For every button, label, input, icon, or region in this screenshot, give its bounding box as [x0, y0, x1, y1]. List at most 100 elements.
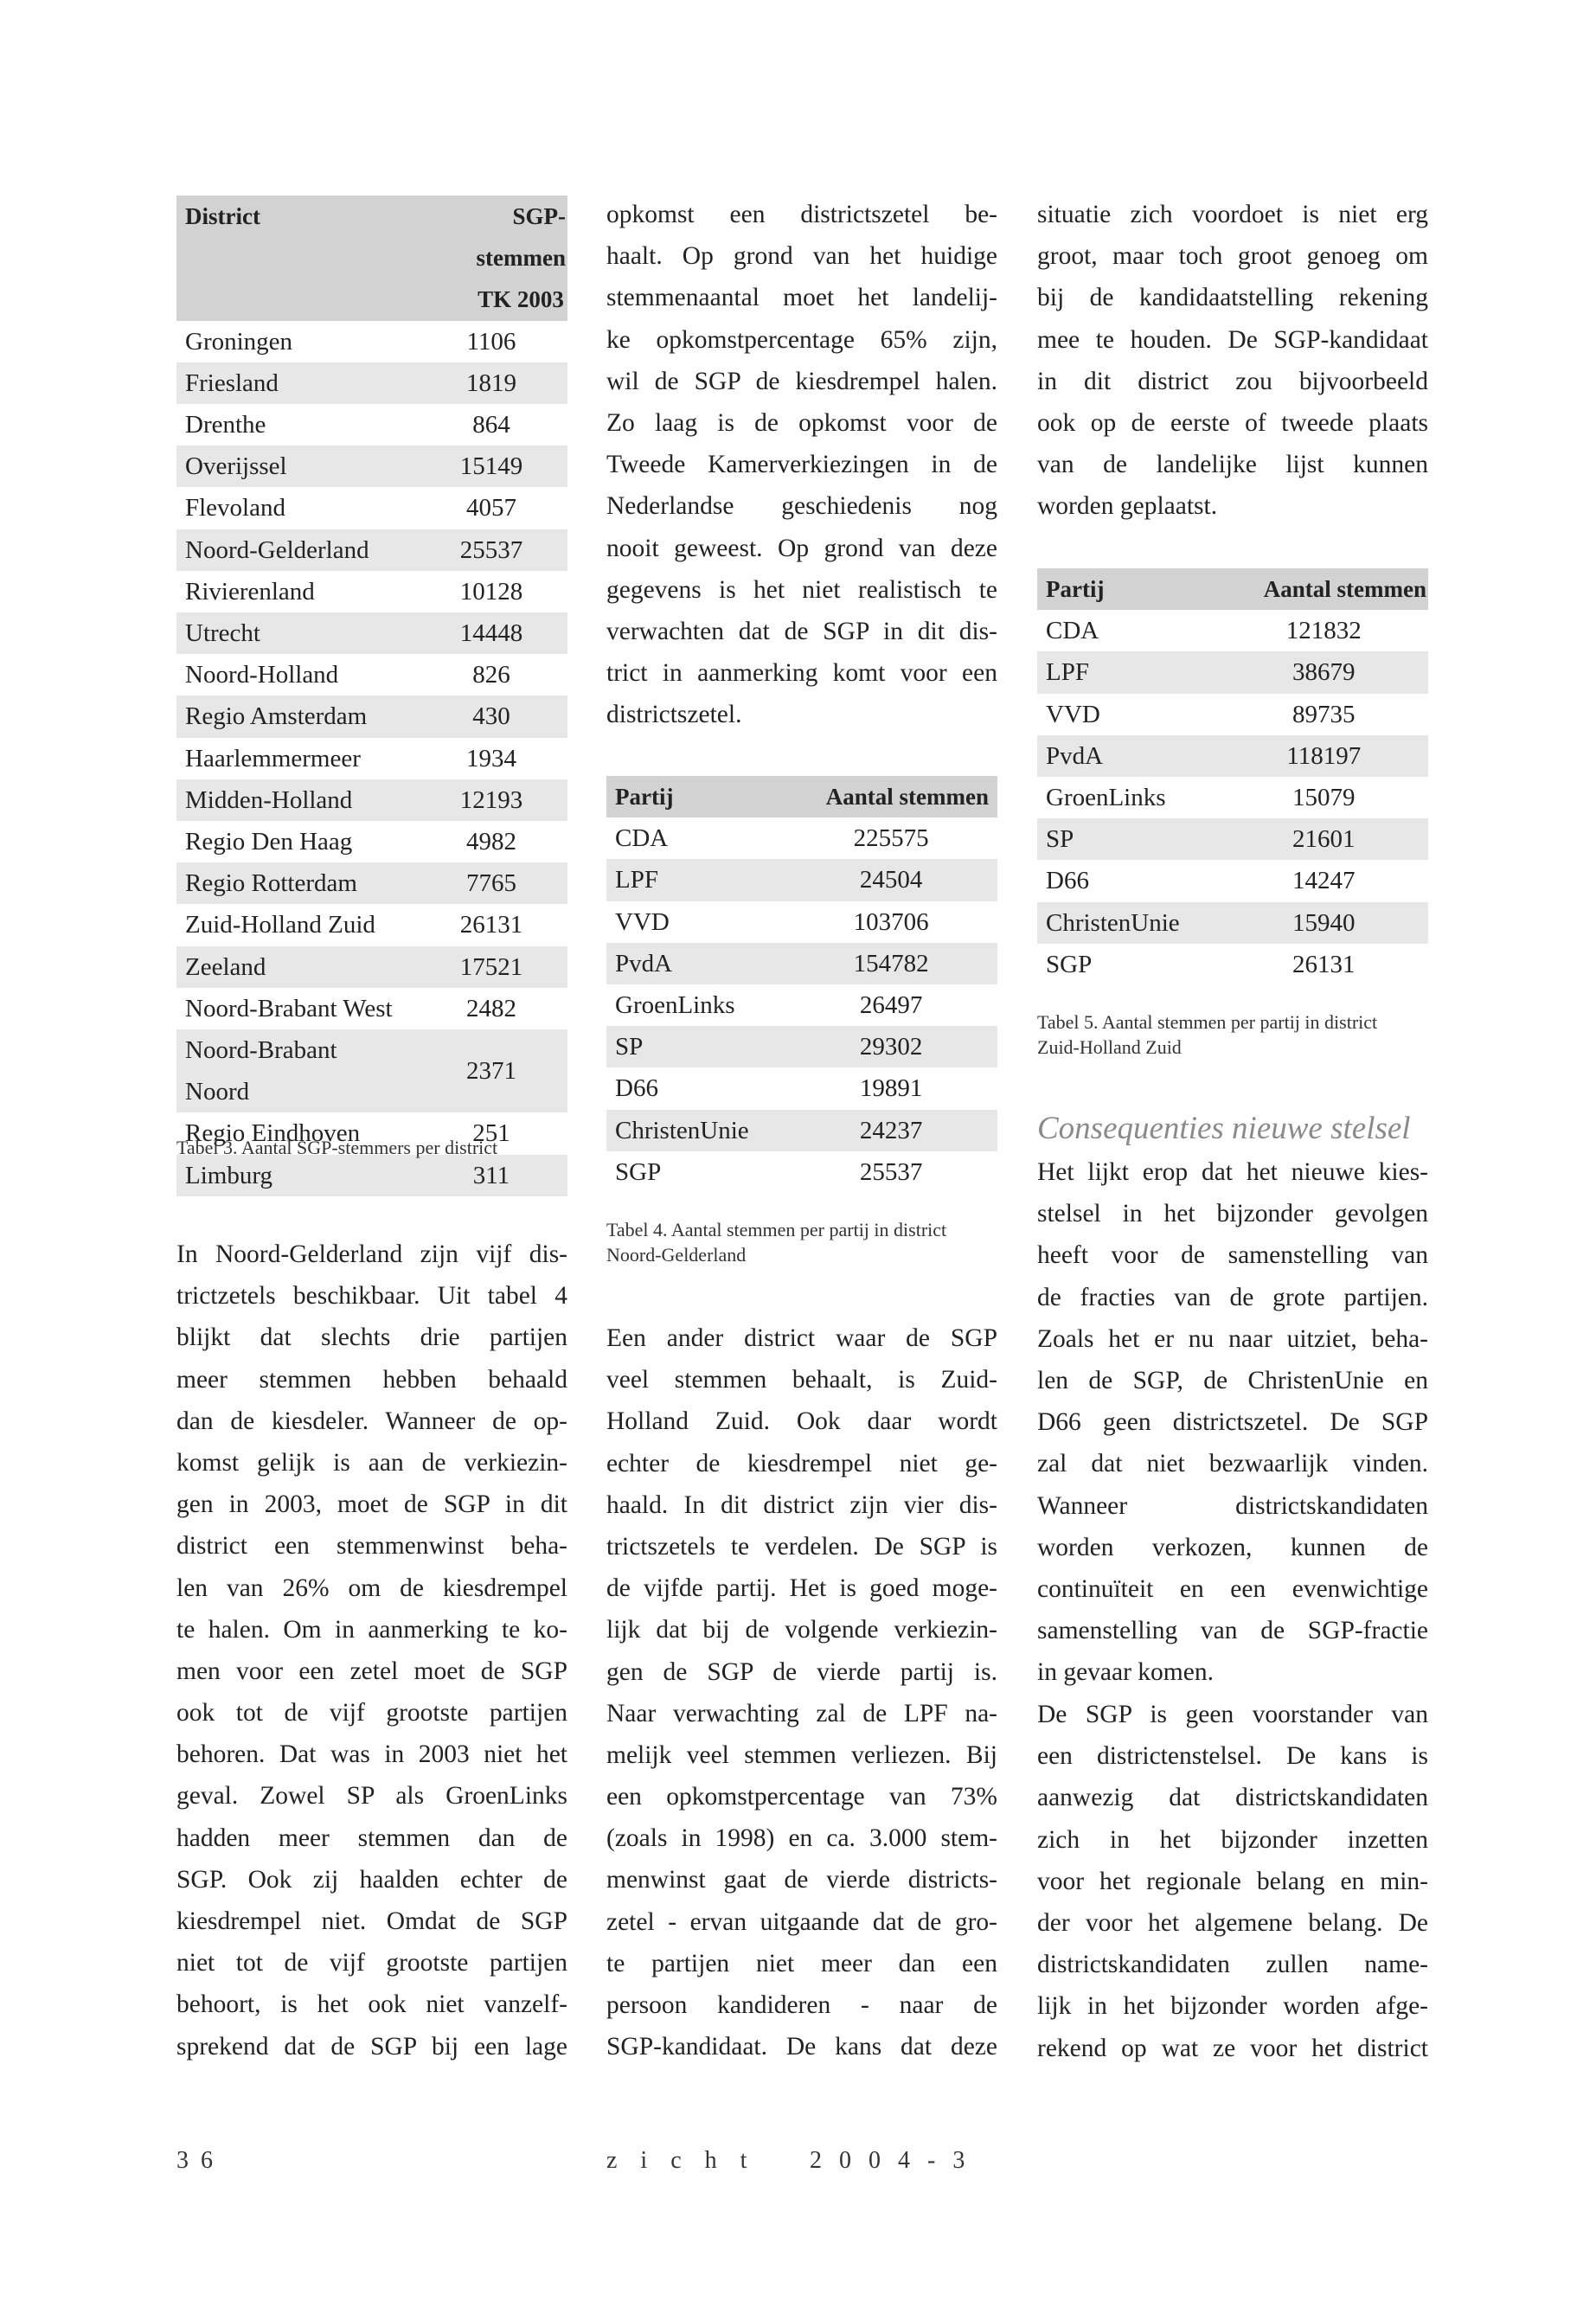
row-label: Limburg — [176, 1154, 415, 1196]
body-paragraph: opkomst een districtszetel be-haalt. Op … — [606, 194, 997, 735]
text-line: haalt. Op grond van het huidige — [606, 242, 997, 271]
table-row: LPF 38679 — [1037, 651, 1428, 694]
text-line: zich in het bijzonder inzetten — [1037, 1825, 1428, 1854]
table-row: Drenthe 864 — [176, 404, 567, 445]
row-value: 19891 — [859, 1074, 923, 1103]
table-row: Regio Den Haag 4982 — [176, 821, 567, 862]
table-row: GroenLinks 15079 — [1037, 777, 1428, 818]
text-line: gen in 2003, moet de SGP in dit — [176, 1490, 567, 1519]
row-value: 154782 — [785, 942, 997, 985]
text-line: lijk in het bijzonder worden afge- — [1037, 1992, 1428, 2021]
row-label: Drenthe — [185, 411, 266, 439]
row-label: Regio Den Haag — [185, 828, 353, 856]
body-paragraph: Het lijkt erop dat het nieuwe kies-stels… — [1037, 1151, 1428, 1693]
row-value: 10128 — [459, 577, 523, 606]
header-sgp-votes: SGP-stemmen TK 2003 — [414, 195, 567, 321]
table-votes-zuid-holland-zuid: Partij Aantal stemmen CDA 121832 LPF 38679 V… — [1037, 568, 1428, 985]
text-line: haald. In dit district zijn vier dis- — [606, 1490, 997, 1519]
row-value: 26131 — [459, 911, 523, 939]
table-row: Flevoland 4057 — [176, 487, 567, 529]
text-line: district een stemmenwinst beha- — [176, 1532, 567, 1561]
table-row: D66 14247 — [1037, 860, 1428, 901]
row-value: 2371 — [414, 1029, 567, 1113]
section-heading: Consequenties nieuwe stelsel — [1037, 1111, 1411, 1146]
text-line: veel stemmen behaalt, is Zuid- — [606, 1366, 997, 1394]
text-line: heeft voor de samenstelling van — [1037, 1241, 1428, 1270]
text-line: gegevens is het niet realistisch te — [606, 575, 997, 604]
text-line: mee te houden. De SGP-kandidaat — [1037, 325, 1428, 354]
text-line: echter de kiesdrempel niet ge- — [606, 1449, 997, 1477]
body-paragraph: De SGP is geen voorstander van een distri… — [1037, 1694, 1428, 2069]
row-label: D66 — [1046, 867, 1089, 895]
row-value: 24237 — [785, 1109, 997, 1151]
row-value: 4982 — [465, 828, 516, 856]
text-line: De SGP is geen voorstander van — [1037, 1701, 1428, 1728]
table-row: Regio Eindhoven 251 — [176, 1112, 567, 1154]
text-line: D66 geen districtszetel. De SGP — [1037, 1408, 1428, 1437]
text-line: ook tot de vijf grootste partijen — [176, 1699, 567, 1727]
text-line: geval. Zowel SP als GroenLinks — [176, 1782, 567, 1811]
table-row: VVD 103706 — [606, 901, 997, 943]
text-line: rekend op wat ze voor het district — [1037, 2034, 1428, 2062]
table-row: Noord-Gelderland 25537 — [176, 529, 567, 571]
text-line: worden verkozen, kunnen de — [1037, 1533, 1428, 1561]
text-line: groot, maar toch groot genoeg om — [1037, 242, 1428, 271]
text-line: stelsel in het bijzonder gevolgen — [1037, 1200, 1428, 1228]
row-value: 15149 — [414, 445, 567, 488]
text-line: ook op de eerste of tweede plaats — [1037, 408, 1428, 437]
text-line: len de SGP, de ChristenUnie en — [1037, 1366, 1428, 1394]
row-value: 38679 — [1219, 651, 1428, 694]
row-value: 14247 — [1292, 867, 1356, 895]
table-row: Midden-Holland 12193 — [176, 779, 567, 822]
table-row: PvdA 154782 — [606, 942, 997, 985]
row-value: 7765 — [414, 862, 567, 905]
text-line: persoon kandideren - naar de — [606, 1991, 997, 2019]
row-label: VVD — [1046, 700, 1100, 728]
table5-caption: Tabel 5. Aantal stemmen per partij in di… — [1037, 1011, 1378, 1058]
table-row: Noord-Brabant Noord 2371 — [176, 1029, 567, 1113]
text-line: opkomst een districtszetel be- — [606, 201, 997, 228]
row-value: 430 — [414, 695, 567, 738]
table-row: SP 29302 — [606, 1026, 997, 1068]
row-value: 251 — [472, 1119, 510, 1148]
text-line: districtszetel. — [606, 701, 742, 729]
magazine-name: zicht — [606, 2147, 771, 2174]
table-row: SGP 25537 — [606, 1151, 997, 1193]
header-votes: Aantal stemmen — [785, 776, 997, 818]
text-line: in dit district zou bijvoorbeeld — [1037, 367, 1428, 395]
row-label: GroenLinks — [615, 991, 735, 1020]
text-line: behoort, is het ook niet vanzelf- — [176, 1990, 567, 2019]
text-line: worden geplaatst. — [1037, 492, 1218, 521]
table-sgp-votes-per-district: District SGP-stemmen TK 2003 Groningen 11… — [176, 195, 567, 1196]
row-value: 311 — [414, 1154, 567, 1196]
text-line: de vijfde partij. Het is goed moge- — [606, 1574, 997, 1603]
row-value: 29302 — [785, 1026, 997, 1068]
header-votes: Aantal stemmen — [1219, 568, 1428, 611]
text-line: zetel - ervan uitgaande dat de gro- — [606, 1907, 997, 1936]
text-line: verwachten dat de SGP in dit dis- — [606, 617, 997, 645]
row-label: Haarlemmermeer — [185, 744, 361, 772]
row-value: 25537 — [859, 1157, 923, 1186]
row-label: ChristenUnie — [1037, 901, 1220, 944]
text-line: nooit geweest. Op grond van deze — [606, 534, 997, 562]
text-line: SGP-kandidaat. De kans dat deze — [606, 2033, 997, 2061]
row-value: 1819 — [414, 362, 567, 405]
table-row: D66 19891 — [606, 1067, 997, 1109]
row-label: SGP — [615, 1157, 662, 1186]
table4-caption: Tabel 4. Aantal stemmen per partij in di… — [606, 1219, 947, 1266]
row-value: 4057 — [465, 494, 516, 522]
row-label: Regio Eindhoven — [185, 1119, 361, 1148]
row-value: 26131 — [1292, 950, 1356, 978]
table-row: CDA 121832 — [1037, 610, 1428, 651]
table-row: ChristenUnie 24237 — [606, 1109, 997, 1151]
text-line: blijkt dat slechts drie partijen — [176, 1324, 567, 1352]
row-value: 1106 — [466, 327, 516, 356]
table-row: Overijssel 15149 — [176, 445, 567, 488]
text-line: behoren. Dat was in 2003 niet het — [176, 1740, 567, 1769]
table-row: PvdA 118197 — [1037, 734, 1428, 778]
text-line: zal dat niet bezwaarlijk vinden. — [1037, 1450, 1428, 1478]
text-line: komst gelijk is aan de verkiezin- — [176, 1448, 567, 1477]
text-line: sprekend dat de SGP bij een lage — [176, 2032, 567, 2061]
table-row: Regio Rotterdam 7765 — [176, 862, 567, 905]
text-line: bij de kandidaatstelling rekening — [1037, 284, 1428, 312]
